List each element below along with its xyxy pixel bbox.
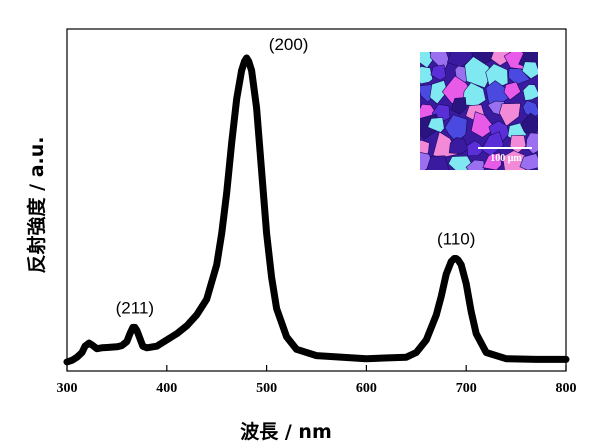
inset-grain bbox=[482, 152, 502, 170]
inset-grain bbox=[450, 97, 467, 115]
inset-grain bbox=[465, 159, 485, 170]
inset-grain bbox=[466, 140, 485, 157]
peak-label: (211) bbox=[116, 298, 154, 317]
x-axis-title: 波長 / nm bbox=[240, 420, 332, 443]
peak-label: (110) bbox=[437, 229, 475, 248]
x-tick-label: 300 bbox=[57, 381, 78, 396]
inset-grain bbox=[447, 52, 474, 68]
inset-grain bbox=[420, 66, 434, 85]
peak-labels: (211) (200) (110) bbox=[116, 35, 476, 317]
inset-grain bbox=[420, 52, 434, 69]
x-tick-label: 600 bbox=[356, 381, 377, 396]
inset-micrograph: 100 μm bbox=[420, 52, 538, 170]
inset-grain bbox=[427, 117, 445, 133]
series-line bbox=[63, 54, 570, 366]
inset-grain bbox=[522, 84, 538, 101]
inset-grain bbox=[481, 131, 504, 157]
scale-bar-label: 100 μm bbox=[490, 153, 522, 164]
inset-grain bbox=[519, 153, 538, 170]
inset-grain bbox=[499, 102, 521, 127]
inset-grain bbox=[470, 111, 496, 138]
x-tick-label: 800 bbox=[556, 381, 577, 396]
x-axis-ticks: 300 400 500 600 700 800 bbox=[57, 365, 577, 396]
plot-frame bbox=[66, 28, 567, 372]
inset-grain bbox=[464, 56, 491, 89]
x-tick-label: 400 bbox=[156, 381, 177, 396]
inset-grain bbox=[426, 155, 450, 170]
inset-grain bbox=[430, 64, 447, 81]
peak-label: (200) bbox=[269, 35, 309, 54]
inset-grain bbox=[521, 61, 538, 80]
inset-grain bbox=[448, 137, 470, 155]
x-tick-label: 700 bbox=[456, 381, 477, 396]
inset-grain bbox=[429, 80, 448, 105]
inset-grain bbox=[503, 81, 522, 101]
y-axis-title: 反射強度 / a.u. bbox=[25, 137, 48, 274]
x-tick-label: 500 bbox=[256, 381, 277, 396]
